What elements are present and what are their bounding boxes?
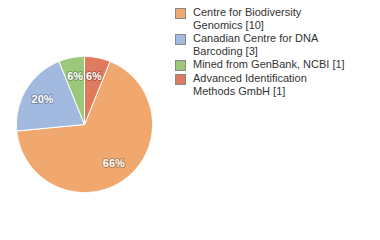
html-text:Centre for Biodiversity Genomi: Centre for Biodiversity Genomics [10]	[193, 6, 302, 31]
svg-text:6%: 6%	[67, 70, 83, 82]
html-text:Mined from GenBank, NCBI [1]: Mined from GenBank, NCBI [1]	[193, 58, 345, 70]
html-text:Canadian Centre for DNA Barcod: Canadian Centre for DNA Barcoding [3]	[193, 32, 318, 57]
svg-text:20%: 20%	[32, 93, 54, 105]
html-text:Advanced Identification Method: Advanced Identification Methods GmbH [1]	[193, 72, 307, 97]
svg-text:6%: 6%	[86, 70, 102, 82]
svg-text:66%: 66%	[103, 157, 125, 169]
